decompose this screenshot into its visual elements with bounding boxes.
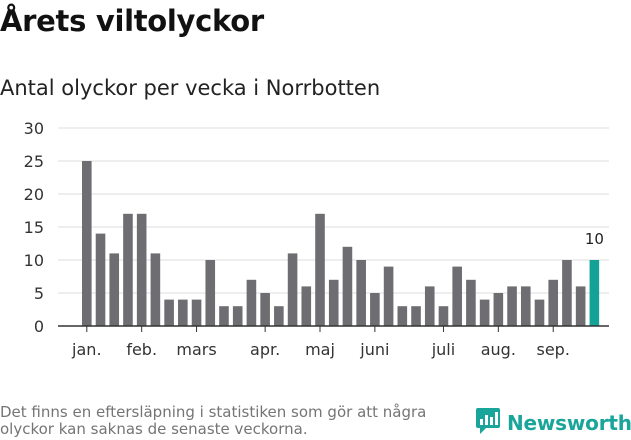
bar [479,299,490,326]
bar [287,253,298,326]
y-tick-label: 15 [24,218,44,237]
bars [82,161,600,326]
x-tick-label: aug. [481,340,516,359]
x-tick-label: juli [431,340,455,359]
bar [232,306,243,326]
x-tick-label: jan. [71,340,101,359]
brand-name: Newsworthy [507,411,631,435]
bar [493,293,504,326]
bar [411,306,421,326]
bar [397,306,408,326]
brand-logo[interactable]: Newsworthy [475,408,631,438]
bar [205,260,216,326]
bar [82,161,92,326]
bar [383,266,394,326]
bar [356,260,366,326]
newsworthy-logo-icon [475,406,501,440]
bar [534,299,545,326]
bar [466,279,476,326]
data-label: 10 [585,230,604,248]
bar [191,299,202,326]
bar [260,293,270,326]
bar [123,213,133,326]
y-axis-ticks: 0 5 10 15 20 25 30 [24,119,44,336]
bar [424,286,435,326]
chart-title: Årets viltolyckor [0,4,264,38]
x-tick-label: apr. [250,340,280,359]
y-tick-label: 20 [24,185,44,204]
bar [301,286,312,326]
y-tick-label: 0 [34,317,44,336]
bar [575,286,586,326]
y-tick-label: 10 [24,251,44,270]
data-labels: 10 [585,230,604,248]
bar [342,246,353,326]
bar [219,306,229,326]
bar [520,286,531,326]
x-tick-label: mars [176,340,216,359]
bar [452,266,462,326]
x-tick-label: feb. [126,340,157,359]
y-tick-label: 25 [24,152,44,171]
y-tick-label: 5 [34,284,44,303]
bar-highlight [589,260,600,326]
bar [562,260,572,326]
bar [370,293,380,326]
bar [136,213,147,326]
bar [164,299,174,326]
bar [95,233,106,326]
x-tick-label: sep. [537,340,570,359]
bar [328,279,339,326]
footnote: Det finns en eftersläpning i statistiken… [0,403,427,438]
bar [246,279,257,326]
bar [109,253,120,326]
x-tick-label: maj [305,340,335,359]
bar [438,306,449,326]
x-axis-month-labels: jan. feb. mars apr. maj juni juli aug. sep. [71,326,570,359]
chart-subtitle: Antal olyckor per vecka i Norrbotten [0,76,381,100]
bar [548,279,559,326]
bar [507,286,517,326]
bar [150,253,161,326]
bar [274,306,284,326]
bar [178,299,188,326]
y-tick-label: 30 [24,119,44,138]
bar-chart: 0 5 10 15 20 25 30 jan. feb. mars apr. maj juni juli… [24,119,609,359]
x-tick-label: juni [359,340,389,359]
bar [315,213,325,326]
